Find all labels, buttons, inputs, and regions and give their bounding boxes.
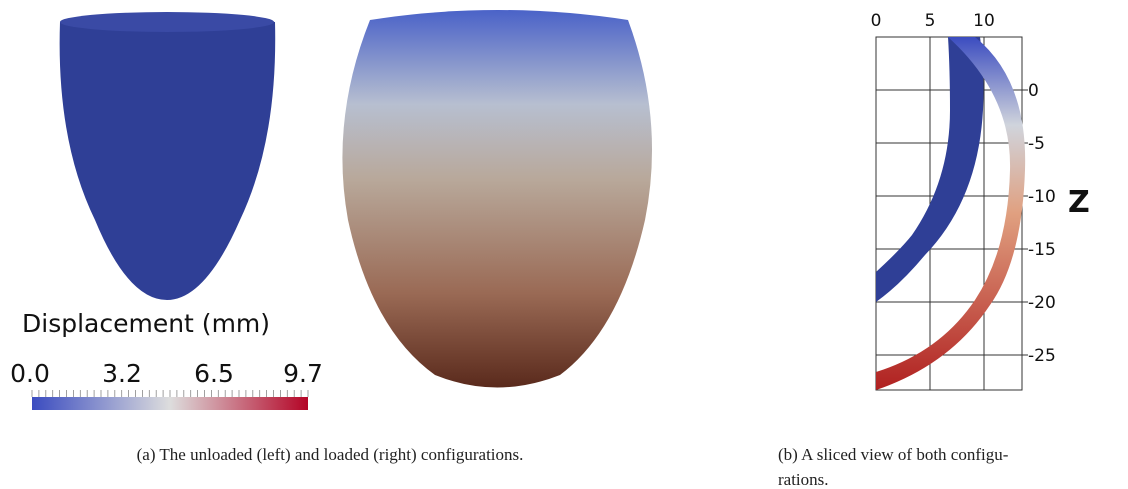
x-tick-label: 10	[973, 11, 995, 31]
slice-grid: 0 5 10 0 -5 -10 -15 -20 -25	[871, 11, 1056, 390]
z-tick-label: -15	[1028, 240, 1056, 260]
caption: (a) The unloaded (left) and loaded (righ…	[137, 445, 524, 464]
unloaded-shape	[59, 15, 276, 300]
z-tick-label: -5	[1028, 134, 1045, 154]
x-tick-label: 0	[871, 11, 882, 31]
caption: rations.	[778, 470, 829, 489]
x-tick-label: 5	[925, 11, 936, 31]
colorbar-tick-label: 3.2	[102, 359, 142, 388]
loaded-slice	[876, 37, 1026, 390]
unloaded-slice	[876, 37, 984, 302]
caption: (b) A sliced view of both configu-	[778, 445, 1009, 464]
colorbar	[32, 397, 308, 410]
unloaded-rim	[60, 12, 274, 32]
z-tick-label: -20	[1028, 293, 1056, 313]
z-tick-label: -25	[1028, 346, 1056, 366]
colorbar-ticks	[31, 390, 309, 397]
colorbar-tick-label: 6.5	[194, 359, 234, 388]
colorbar-tick-label: 0.0	[10, 359, 50, 388]
loaded-shape	[342, 10, 653, 388]
z-axis-label: Z	[1068, 185, 1090, 220]
colorbar-title: Displacement (mm)	[22, 309, 270, 338]
z-tick-label: 0	[1028, 81, 1039, 101]
z-tick-label: -10	[1028, 187, 1056, 207]
colorbar-tick-label: 9.7	[283, 359, 323, 388]
